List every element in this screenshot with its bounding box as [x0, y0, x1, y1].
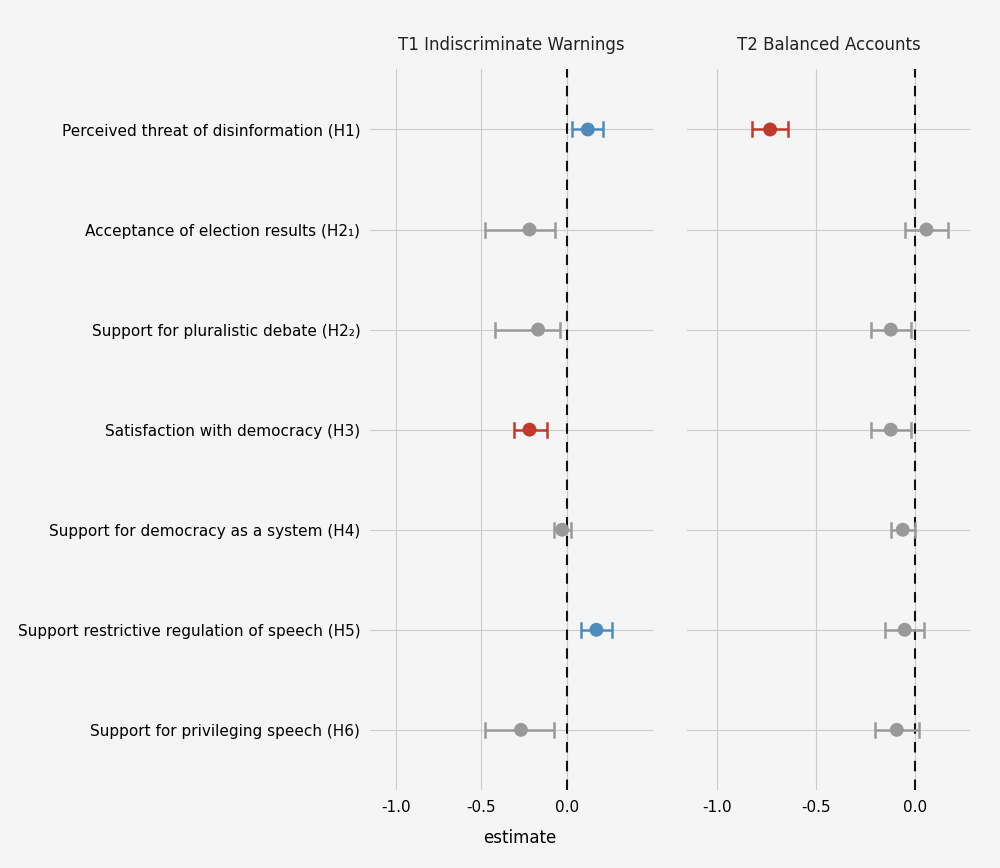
Point	[918, 222, 934, 236]
Title: T2 Balanced Accounts: T2 Balanced Accounts	[737, 36, 920, 54]
Text: estimate: estimate	[483, 829, 557, 846]
Point	[762, 122, 778, 136]
Point	[513, 723, 529, 737]
Point	[889, 723, 905, 737]
Point	[895, 523, 911, 536]
Title: T1 Indiscriminate Warnings: T1 Indiscriminate Warnings	[398, 36, 625, 54]
Point	[522, 222, 538, 236]
Point	[588, 623, 604, 637]
Point	[897, 623, 913, 637]
Point	[554, 523, 570, 536]
Point	[522, 423, 538, 437]
Point	[883, 323, 899, 337]
Point	[580, 122, 596, 136]
Point	[530, 323, 546, 337]
Point	[883, 423, 899, 437]
